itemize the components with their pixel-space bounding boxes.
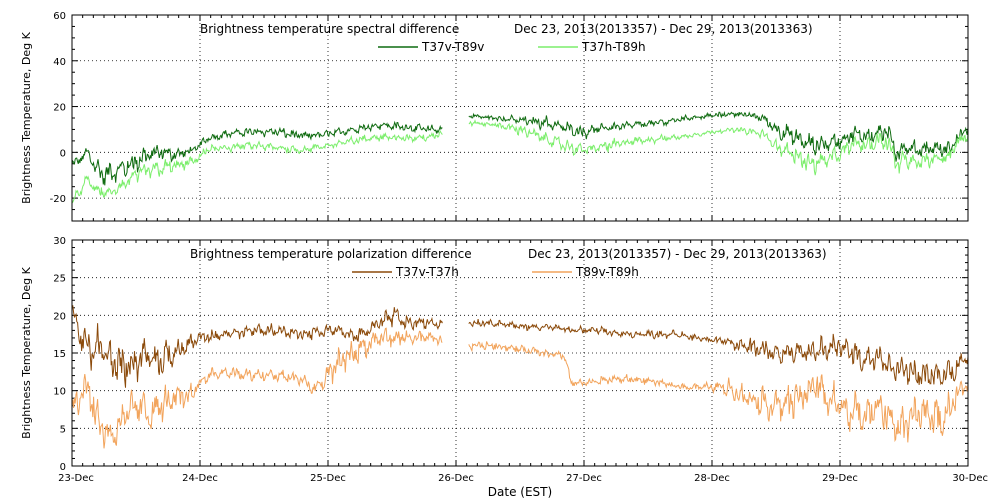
x-tick-label: 23-Dec	[58, 473, 94, 484]
y-axis-label: Brightness Temperature, Deg K	[20, 31, 33, 203]
y-tick-label: 20	[53, 103, 66, 114]
x-tick-label: 27-Dec	[566, 473, 602, 484]
x-tick-label: 26-Dec	[438, 473, 474, 484]
y-axis-label: Brightness Temperature, Deg K	[20, 266, 33, 438]
y-tick-label: 15	[53, 349, 66, 360]
x-tick-label: 24-Dec	[182, 473, 218, 484]
chart-date-range: Dec 23, 2013(2013357) - Dec 29, 2013(201…	[514, 22, 813, 36]
x-tick-label: 25-Dec	[310, 473, 346, 484]
x-tick-label: 29-Dec	[822, 473, 858, 484]
legend-label: T89v-T89h	[575, 265, 639, 279]
x-axis-label: Date (EST)	[488, 485, 552, 499]
chart-date-range: Dec 23, 2013(2013357) - Dec 29, 2013(201…	[528, 247, 827, 261]
x-tick-label: 28-Dec	[694, 473, 730, 484]
legend-label: T37v-T89v	[421, 40, 484, 54]
y-tick-label: 40	[53, 57, 66, 68]
y-tick-label: 60	[53, 11, 66, 22]
series-line-T37h-T89h	[71, 119, 969, 204]
y-tick-label: 0	[60, 462, 66, 473]
chart-title: Brightness temperature polarization diff…	[190, 247, 472, 261]
legend-label: T37v-T37h	[395, 265, 459, 279]
y-tick-label: 10	[53, 387, 66, 398]
chart-title: Brightness temperature spectral differen…	[200, 22, 459, 36]
x-tick-label: 30-Dec	[952, 473, 988, 484]
series-line-T37v-T37h	[71, 305, 969, 388]
plot-frame	[71, 239, 969, 467]
y-tick-label: 25	[53, 274, 66, 285]
legend-label: T37h-T89h	[581, 40, 646, 54]
y-tick-label: 20	[53, 311, 66, 322]
y-tick-label: -20	[50, 194, 66, 205]
series-line-T89v-T89h	[71, 327, 969, 449]
y-tick-label: 30	[53, 236, 66, 247]
y-tick-label: 5	[60, 424, 66, 435]
series-line-T37v-T89v	[71, 110, 969, 186]
y-tick-label: 0	[60, 148, 66, 159]
plot-frame	[71, 14, 969, 222]
